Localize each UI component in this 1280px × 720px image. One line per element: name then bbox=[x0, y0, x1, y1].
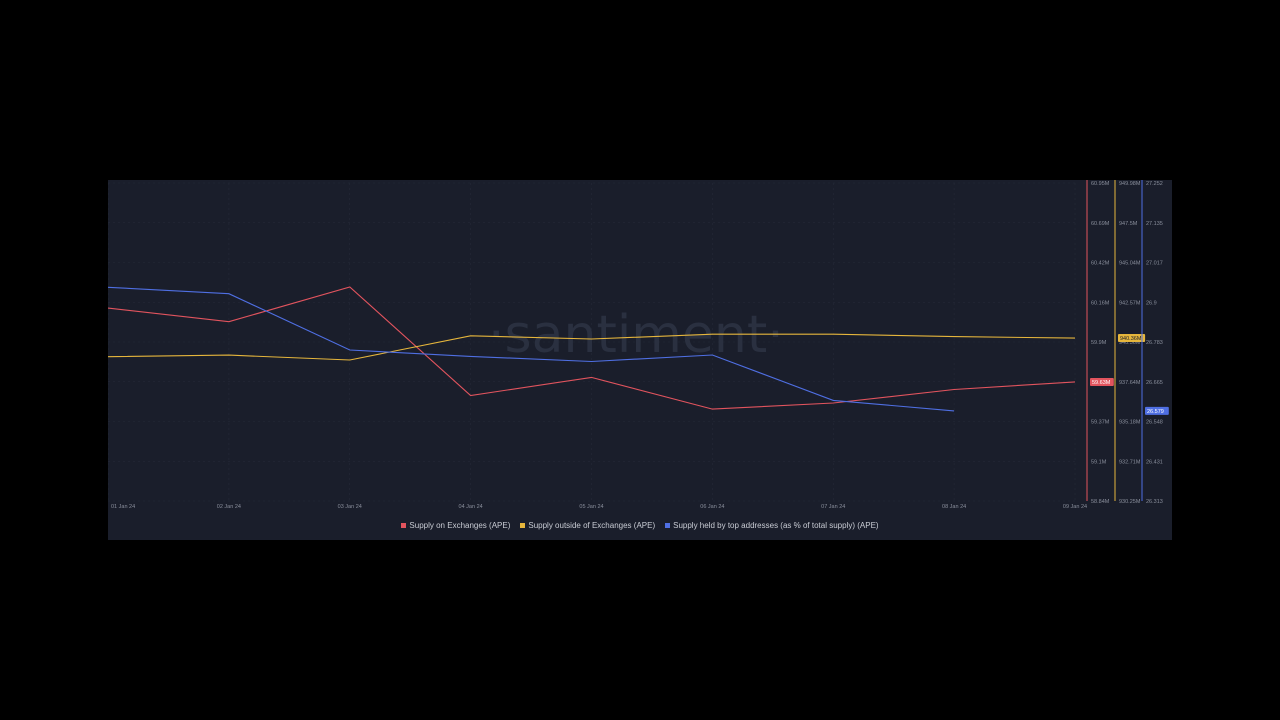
legend-item-3[interactable]: Supply held by top addresses (as % of to… bbox=[665, 521, 879, 530]
watermark: ·santiment· bbox=[488, 305, 784, 365]
y-tick-label: 59.37M bbox=[1091, 420, 1110, 426]
y-tick-label: 930.25M bbox=[1119, 499, 1141, 505]
x-tick-label: 01 Jan 24 bbox=[111, 504, 135, 510]
x-tick-label: 06 Jan 24 bbox=[700, 504, 724, 510]
series-line-1 bbox=[108, 286, 1076, 410]
x-tick-label: 08 Jan 24 bbox=[942, 504, 966, 510]
last-value-label: 26.579 bbox=[1147, 409, 1164, 415]
y-tick-label: 60.69M bbox=[1091, 221, 1110, 227]
series-line-2 bbox=[108, 333, 1076, 361]
y-tick-label: 949.98M bbox=[1119, 181, 1141, 187]
last-value-badge bbox=[1145, 406, 1169, 415]
legend-label: Supply on Exchanges (APE) bbox=[409, 521, 511, 530]
y-tick-label: 60.16M bbox=[1091, 300, 1110, 306]
y-tick-label: 940.36M bbox=[1119, 340, 1141, 346]
legend-item-1[interactable]: Supply on Exchanges (APE) bbox=[401, 521, 510, 530]
y-tick-label: 26.313 bbox=[1146, 499, 1163, 505]
last-value-badge bbox=[1118, 334, 1146, 343]
y-tick-label: 945.04M bbox=[1119, 261, 1141, 267]
x-tick-label: 04 Jan 24 bbox=[459, 504, 483, 510]
y-tick-label: 26.9 bbox=[1146, 300, 1157, 306]
x-tick-label: 09 Jan 24 bbox=[1063, 504, 1087, 510]
line-chart: ·santiment· 60.95M 60.69M 60.42M 60.16M 59.9… bbox=[108, 180, 1169, 510]
y-tick-label: 935.18M bbox=[1119, 420, 1141, 426]
y-tick-label: 59.9M bbox=[1091, 340, 1107, 346]
y-tick-label: 60.95M bbox=[1091, 181, 1110, 187]
y-tick-label: 27.135 bbox=[1146, 221, 1163, 227]
legend-swatch bbox=[401, 523, 407, 528]
chart-panel: ·santiment· 60.95M 60.69M 60.42M 60.16M 59.9… bbox=[108, 180, 1172, 540]
y-tick-label: 942.57M bbox=[1119, 300, 1141, 306]
last-value-label: 940.36M bbox=[1120, 336, 1142, 342]
x-tick-label: 05 Jan 24 bbox=[579, 504, 603, 510]
x-tick-label: 02 Jan 24 bbox=[217, 504, 241, 510]
y-tick-label: 26.431 bbox=[1146, 459, 1163, 465]
legend: Supply on Exchanges (APE) Supply outside … bbox=[108, 521, 1172, 530]
series-line-3 bbox=[108, 286, 955, 412]
y-tick-label: 58.84M bbox=[1091, 499, 1110, 505]
legend-item-2[interactable]: Supply outside of Exchanges (APE) bbox=[520, 521, 655, 530]
y-tick-label: 26.665 bbox=[1146, 380, 1163, 386]
y-tick-label: 59.1M bbox=[1091, 459, 1107, 465]
legend-swatch bbox=[520, 523, 526, 528]
legend-label: Supply held by top addresses (as % of to… bbox=[673, 521, 879, 530]
y-tick-label: 27.252 bbox=[1146, 181, 1163, 187]
legend-label: Supply outside of Exchanges (APE) bbox=[528, 521, 656, 530]
last-value-badge bbox=[1090, 377, 1114, 386]
legend-swatch bbox=[665, 523, 671, 528]
last-value-label: 59.63M bbox=[1092, 380, 1111, 386]
x-tick-label: 03 Jan 24 bbox=[338, 504, 362, 510]
y-tick-label: 937.64M bbox=[1119, 380, 1141, 386]
x-tick-label: 07 Jan 24 bbox=[821, 504, 845, 510]
y-tick-label: 932.71M bbox=[1119, 459, 1141, 465]
y-tick-label: 27.017 bbox=[1146, 261, 1163, 267]
y-tick-label: 26.548 bbox=[1146, 420, 1163, 426]
y-tick-label: 947.5M bbox=[1119, 221, 1138, 227]
y-tick-label: 60.42M bbox=[1091, 261, 1110, 267]
y-tick-label: 26.783 bbox=[1146, 340, 1163, 346]
